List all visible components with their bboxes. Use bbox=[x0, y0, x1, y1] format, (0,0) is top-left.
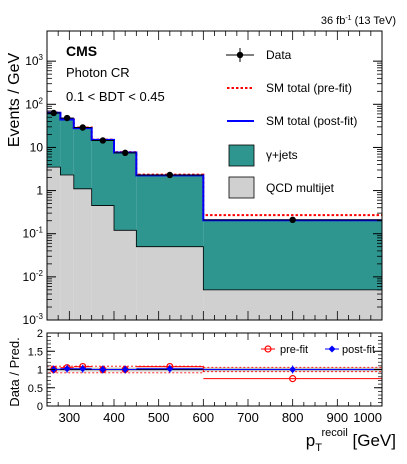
ratio-axes: 0 0.5 1 1.5 2 300 400 500 600 700 800 900 1000 bbox=[28, 328, 383, 425]
legend-swatch-gjets bbox=[228, 144, 255, 167]
qcd-bin bbox=[60, 174, 74, 320]
x-tick-label: 800 bbox=[282, 410, 304, 425]
legend-label-qcd: QCD multijet bbox=[266, 181, 335, 195]
data-point bbox=[50, 109, 57, 117]
stacked-backgrounds bbox=[47, 112, 382, 320]
ratio-postfit-point bbox=[79, 365, 87, 373]
data-point bbox=[166, 171, 174, 179]
legend-marker-ratio-postfit bbox=[328, 345, 336, 353]
x-tick-label: 500 bbox=[148, 410, 170, 425]
qcd-bin bbox=[91, 205, 114, 320]
y-axis-label-bottom: Data / Pred. bbox=[7, 337, 22, 406]
x-tick-label: 900 bbox=[326, 410, 348, 425]
legend-item-postfit: SM total (post-fit) bbox=[227, 114, 357, 128]
gjets-bin bbox=[136, 175, 204, 247]
gjets-bin bbox=[60, 119, 74, 175]
gjets-bin bbox=[47, 112, 61, 168]
y-tick-label: 10-2 bbox=[23, 269, 44, 284]
x-axis-label: pTrecoil [GeV] bbox=[306, 427, 396, 454]
x-tick-label: 600 bbox=[192, 410, 214, 425]
legend-label-prefit: SM total (pre-fit) bbox=[266, 81, 352, 95]
ratio-y-tick-label: 0 bbox=[37, 401, 43, 413]
x-tick-label: 300 bbox=[58, 410, 80, 425]
legend-label-data: Data bbox=[266, 48, 292, 62]
ratio-postfit-point bbox=[99, 366, 107, 373]
ratio-points bbox=[47, 362, 382, 383]
y-tick-label: 10-3 bbox=[23, 312, 44, 327]
y-axis-label-top: Events / GeV bbox=[6, 53, 23, 148]
y-tick-label: 102 bbox=[25, 96, 43, 111]
experiment-label: CMS bbox=[66, 43, 97, 59]
legend-item-ratio-postfit: post-fit bbox=[325, 344, 375, 356]
qcd-bin bbox=[136, 246, 204, 320]
data-point bbox=[289, 216, 296, 224]
qcd-bin bbox=[114, 230, 137, 320]
qcd-bin bbox=[73, 188, 92, 320]
legend-top: Data SM total (pre-fit) SM total (post-f… bbox=[226, 48, 357, 199]
legend-swatch-qcd bbox=[228, 176, 255, 199]
data-point bbox=[99, 137, 107, 144]
luminosity-label: 36 fb-1 (13 TeV) bbox=[321, 15, 396, 27]
data-points bbox=[47, 109, 382, 224]
ratio-y-tick-label: 0.5 bbox=[28, 383, 43, 395]
legend-item-ratio-prefit: pre-fit bbox=[261, 344, 308, 356]
x-tick-label: 400 bbox=[103, 410, 125, 425]
qcd-outline bbox=[47, 166, 382, 291]
ratio-postfit-point bbox=[166, 365, 174, 373]
ratio-prefit-point bbox=[289, 375, 297, 383]
top-axes: 10-3 10-2 10-1 1 10 102 103 bbox=[23, 31, 383, 327]
legend-item-gjets: γ+jets bbox=[228, 144, 298, 167]
ratio-postfit-point bbox=[121, 366, 129, 373]
data-point bbox=[121, 149, 129, 157]
y-tick-label: 10-1 bbox=[23, 226, 44, 241]
legend-item-qcd: QCD multijet bbox=[228, 176, 335, 199]
data-point bbox=[79, 124, 86, 131]
legend-item-data: Data bbox=[226, 48, 292, 62]
x-tick-label: 700 bbox=[237, 410, 259, 425]
qcd-bin bbox=[47, 167, 61, 320]
y-tick-label: 10 bbox=[30, 140, 44, 154]
gjets-bin bbox=[114, 152, 137, 231]
gjets-bin bbox=[91, 139, 114, 206]
ratio-y-tick-label: 2 bbox=[37, 328, 43, 340]
legend-bottom: pre-fit post-fit bbox=[261, 344, 375, 356]
ratio-y-tick-label: 1 bbox=[37, 365, 43, 377]
gjets-bin bbox=[203, 220, 382, 290]
gjets-bin bbox=[73, 128, 92, 189]
legend-label-postfit: SM total (post-fit) bbox=[266, 114, 357, 128]
legend-item-prefit: SM total (pre-fit) bbox=[227, 81, 352, 95]
legend-label-ratio-prefit: pre-fit bbox=[280, 344, 308, 356]
legend-label-ratio-postfit: post-fit bbox=[342, 344, 375, 356]
data-point bbox=[63, 114, 71, 122]
legend-label-gjets: γ+jets bbox=[266, 148, 298, 162]
region-label: Photon CR bbox=[66, 65, 130, 80]
ratio-y-tick-label: 1.5 bbox=[28, 346, 43, 358]
ratio-postfit-point bbox=[289, 366, 297, 373]
legend-marker-ratio-prefit bbox=[264, 345, 272, 353]
selection-label: 0.1 < BDT < 0.45 bbox=[66, 89, 165, 104]
legend-marker-data bbox=[236, 51, 244, 59]
x-tick-label: 1000 bbox=[353, 410, 382, 425]
ratio-postfit-point bbox=[63, 365, 71, 373]
y-tick-label: 1 bbox=[36, 184, 43, 198]
y-tick-label: 103 bbox=[25, 53, 43, 68]
